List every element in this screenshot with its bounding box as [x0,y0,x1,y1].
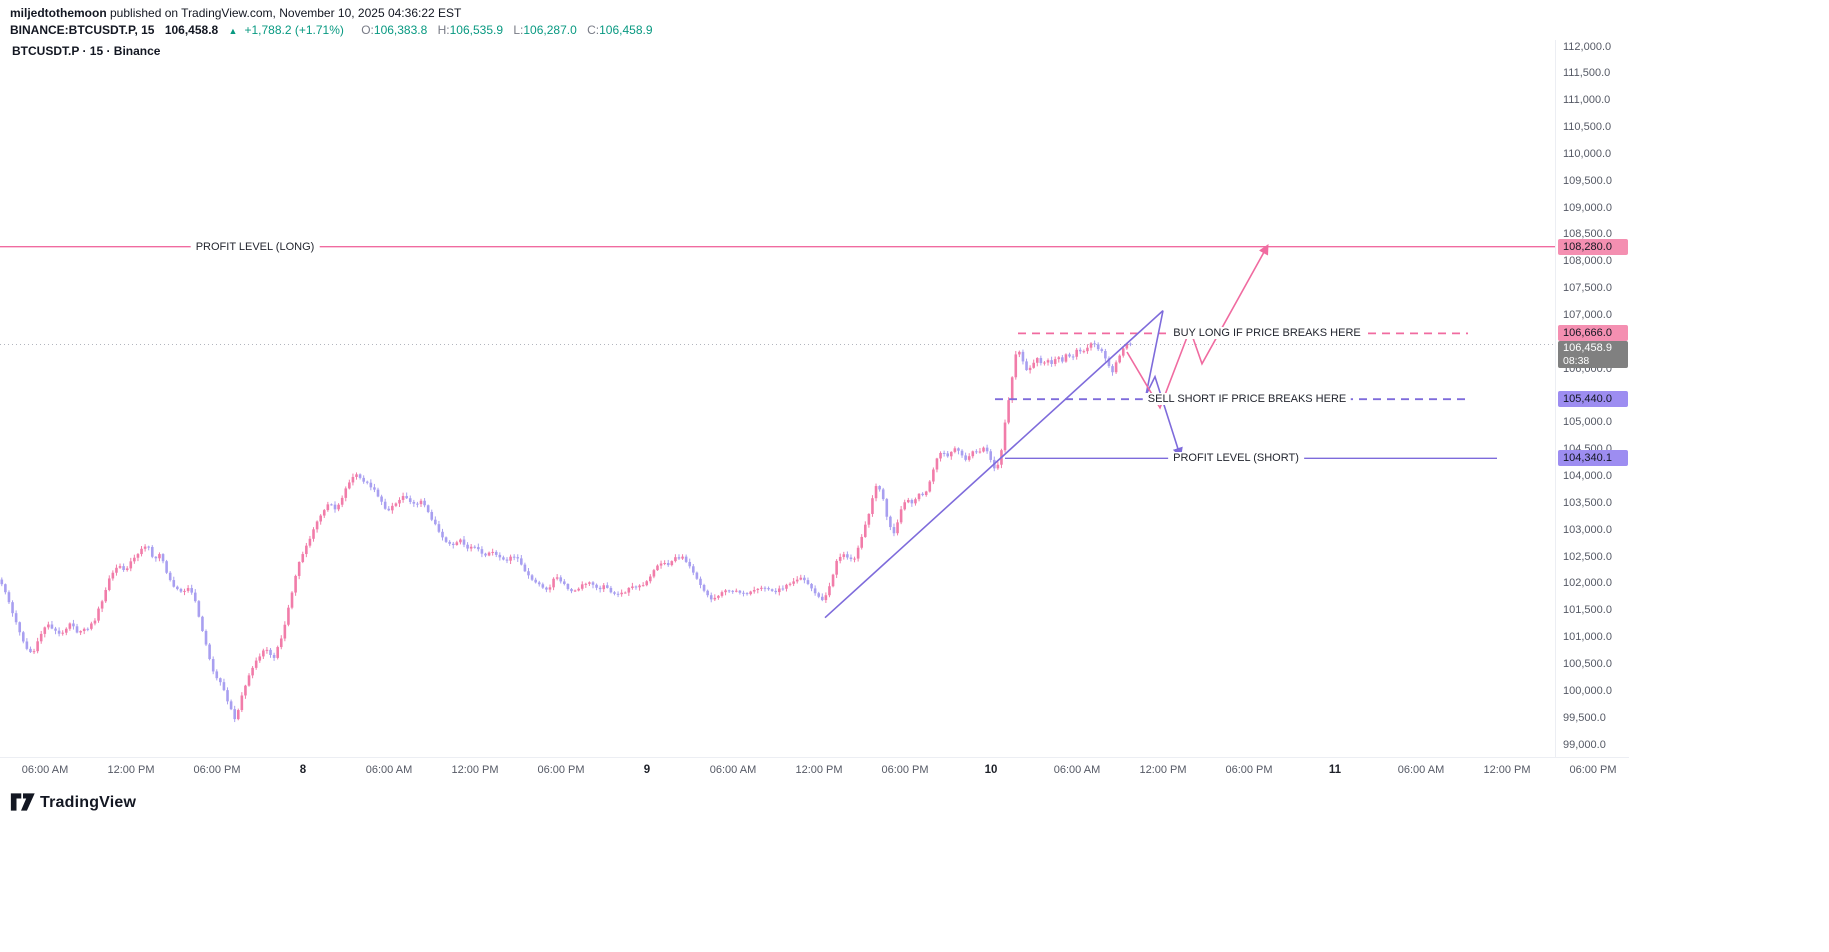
tradingview-logo-icon[interactable] [10,791,36,813]
price-tick-label: 101,000.0 [1563,631,1612,644]
price-tick-label: 108,500.0 [1563,228,1612,241]
publish-text: published on TradingView.com, November 1… [106,6,462,20]
time-label: 06:00 PM [537,764,585,776]
time-label: 06:00 PM [193,764,241,776]
price-badge-sell-short: 105,440.0 [1558,391,1628,408]
price-tick-label: 100,500.0 [1563,658,1612,670]
arrow-short[interactable] [1145,310,1183,459]
time-label: 12:00 PM [1139,764,1187,776]
time-label: 12:00 PM [795,764,843,776]
price-tick-label: 102,000.0 [1563,577,1612,590]
price-tick-label: 109,500.0 [1563,174,1612,187]
price-tick-label: 100,000.0 [1563,684,1612,697]
price-axis-separator [1555,40,1556,757]
time-label: 12:00 PM [107,764,155,776]
symbol-row: BINANCE:BTCUSDT.P, 15 106,458.8 ▲ +1,788.… [10,23,660,37]
time-label: 06:00 AM [21,764,69,776]
price-tick-label: 107,000.0 [1563,309,1612,321]
time-label: 06:00 PM [1569,764,1617,776]
time-label: 06:00 AM [1397,764,1445,776]
level-text-profit-short[interactable]: PROFIT LEVEL (SHORT) [1168,452,1304,465]
time-label: 12:00 PM [1483,764,1531,776]
last-price-countdown: 08:38 [1563,354,1590,367]
author: miljedtothemoon [10,6,107,20]
price-tick-label: 108,000.0 [1563,255,1612,268]
ohlc-low: L:106,287.0 [513,23,577,37]
price-tick-label: 102,500.0 [1563,550,1612,563]
price-badge-profit-short: 104,340.1 [1558,450,1628,467]
time-label-day: 10 [984,764,998,776]
price-tick-label: 103,000.0 [1563,523,1612,536]
time-label: 06:00 PM [881,764,929,776]
last-price-label: 106,458.9 08:38 [1558,340,1628,368]
time-axis[interactable]: 06:00 AM 12:00 PM 06:00 PM 8 06:00 AM 12:00 P… [0,757,1829,785]
header-last-price: 106,458.8 [164,23,219,37]
price-tick-label: 111,500.0 [1563,67,1611,80]
change-up-icon: ▲ [228,26,238,36]
candles [0,340,1132,723]
price-tick-label: 110,500.0 [1563,121,1612,133]
level-text-sell-short[interactable]: SELL SHORT IF PRICE BREAKS HERE [1142,393,1352,406]
price-badge-profit-long: 108,280.0 [1558,238,1628,255]
price-tick-label: 107,500.0 [1563,282,1612,295]
change-value: +1,788.2 (+1.71%) [244,23,344,37]
price-badge-buy-long: 106,666.0 [1558,325,1628,342]
time-label-day: 11 [1328,764,1342,776]
level-text-profit-long[interactable]: PROFIT LEVEL (LONG) [190,240,320,253]
time-label: 12:00 PM [451,764,499,776]
time-axis-separator [0,757,1629,758]
price-tick-label: 109,000.0 [1563,201,1612,214]
price-tick-label: 105,000.0 [1563,416,1612,429]
ohlc-high: H:106,535.9 [437,23,504,37]
chart-legend: BTCUSDT.P · 15 · Binance [12,44,161,58]
tradingview-wordmark[interactable]: TradingView [40,794,137,811]
price-tick-label: 101,500.0 [1563,604,1612,617]
price-tick-label: 112,000.0 [1563,40,1612,53]
time-label: 06:00 AM [709,764,757,776]
price-tick-label: 99,500.0 [1563,711,1606,724]
price-tick-label: 103,500.0 [1563,496,1612,509]
price-tick-label: 111,000.0 [1563,94,1611,107]
ohlc-open: O:106,383.8 [361,23,428,37]
price-tick-label: 110,000.0 [1563,147,1612,160]
level-text-buy-long[interactable]: BUY LONG IF PRICE BREAKS HERE [1168,327,1366,340]
time-label: 06:00 PM [1225,764,1273,776]
publish-line: miljedtothemoon published on TradingView… [10,6,461,20]
trendline[interactable] [824,310,1164,619]
symbol-name: BINANCE:BTCUSDT.P, 15 [10,23,155,37]
time-label: 06:00 AM [1053,764,1101,776]
time-label-day: 9 [643,764,651,776]
price-tick-label: 104,000.0 [1563,470,1612,482]
time-label-day: 8 [299,764,307,776]
time-label: 06:00 AM [365,764,413,776]
price-axis[interactable]: 112,000.0 111,500.0 111,000.0 110,500.0 110,… [1555,40,1829,757]
last-price-value: 106,458.9 [1563,341,1612,354]
ohlc-close: C:106,458.9 [587,23,653,37]
price-tick-label: 99,000.0 [1563,738,1606,751]
price-change: ▲ +1,788.2 (+1.71%) [229,23,351,37]
